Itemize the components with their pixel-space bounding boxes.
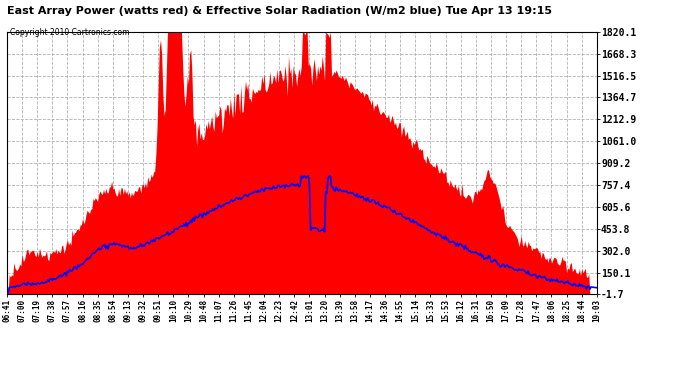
Text: Copyright 2010 Cartronics.com: Copyright 2010 Cartronics.com	[10, 28, 130, 37]
Text: East Array Power (watts red) & Effective Solar Radiation (W/m2 blue) Tue Apr 13 : East Array Power (watts red) & Effective…	[7, 6, 552, 16]
